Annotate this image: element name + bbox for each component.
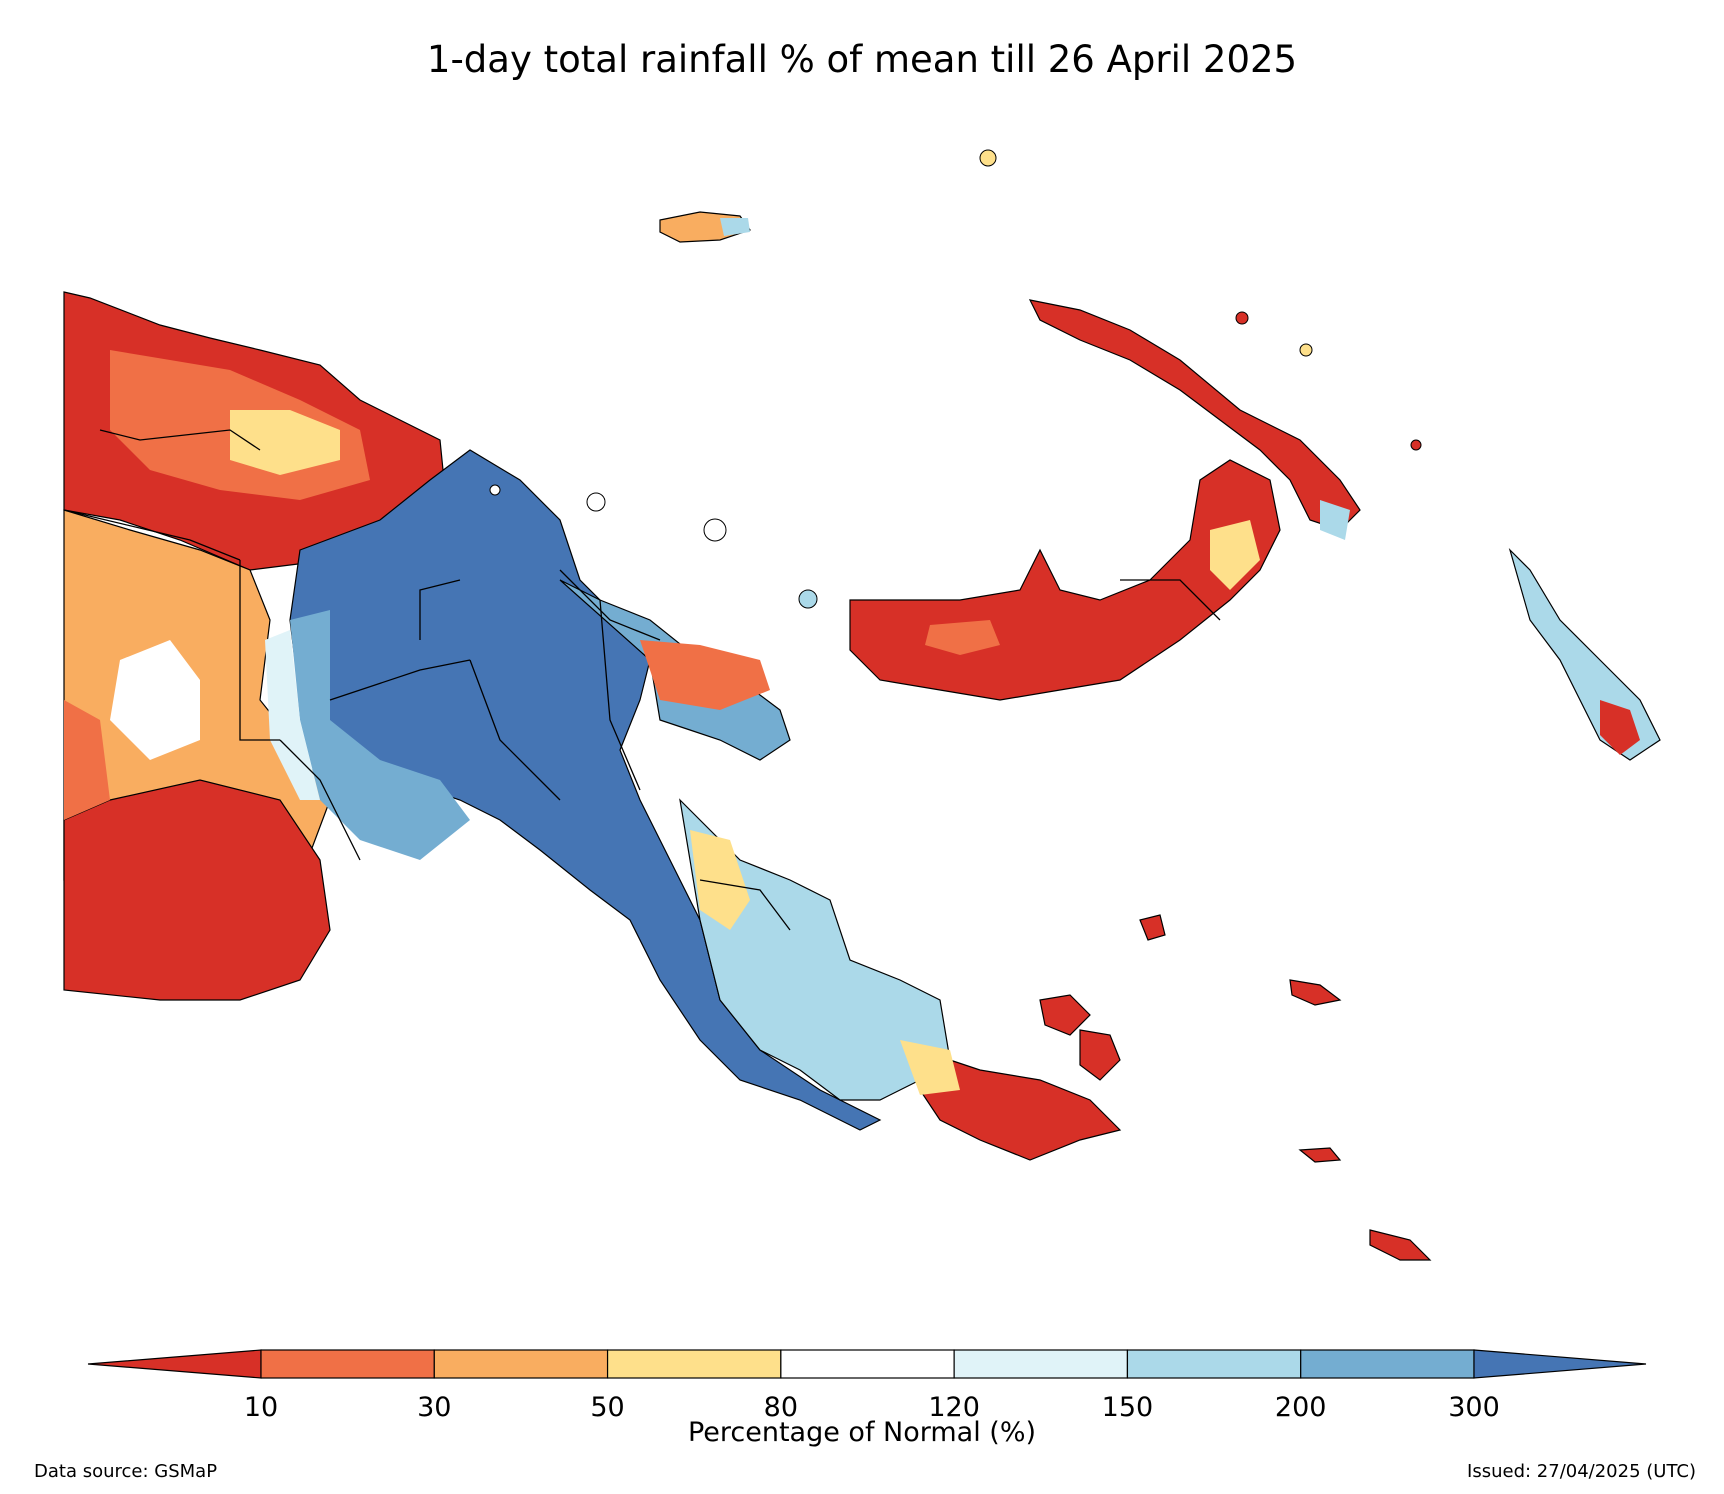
island-woodlark — [1289, 979, 1342, 1006]
small-islands — [489, 149, 1422, 609]
colorbar-swatch — [953, 1349, 1129, 1379]
region-peninsula-yellow — [690, 830, 750, 930]
colorbar-swatch — [780, 1349, 955, 1379]
issued-date: Issued: 27/04/2025 (UTC) — [1467, 1461, 1696, 1482]
rainfall-map — [63, 149, 1661, 1261]
region-new-ireland-pale — [1320, 500, 1350, 540]
colorbar-tick-label: 120 — [928, 1392, 980, 1423]
region-western-white — [110, 640, 200, 760]
region-western-orange-strip — [64, 700, 110, 820]
region-bougainville — [1508, 547, 1661, 761]
region-central-pale — [265, 630, 320, 800]
region-manus-blue — [720, 218, 750, 236]
data-source: Data source: GSMaP — [34, 1461, 218, 1482]
map-title: 1-day total rainfall % of mean till 26 A… — [426, 38, 1298, 81]
colorbar-tick-label: 150 — [1101, 1392, 1154, 1423]
region-new-britain — [849, 459, 1281, 701]
colorbar-tick-label: 30 — [417, 1392, 452, 1423]
region-central-light — [290, 610, 470, 860]
island-tagula — [1298, 1147, 1342, 1163]
region-southeast-yellow — [900, 1040, 960, 1095]
colorbar-tick-label: 50 — [590, 1392, 625, 1423]
region-new-ireland — [1028, 299, 1361, 531]
region-north-pale — [230, 410, 340, 475]
region-new-britain-east — [1210, 520, 1260, 590]
colorbar-swatch — [1126, 1349, 1302, 1379]
colorbar — [87, 1349, 1647, 1379]
region-central-highlands — [289, 449, 882, 1131]
colorbar-swatch — [606, 1349, 782, 1379]
island-rossel — [1369, 1229, 1432, 1261]
colorbar-tick-label: 10 — [243, 1392, 279, 1423]
colorbar-swatch — [1300, 1349, 1475, 1379]
colorbar-extend-high — [1473, 1349, 1647, 1379]
region-madang-red — [640, 640, 770, 710]
colorbar-swatch — [433, 1349, 609, 1379]
colorbar-swatch — [260, 1349, 435, 1379]
colorbar-tick-label: 300 — [1448, 1392, 1500, 1423]
colorbar-extend-low — [87, 1349, 262, 1379]
colorbar-tick-label: 200 — [1274, 1392, 1327, 1423]
island-d-entrecasteaux-1 — [1039, 994, 1091, 1036]
island-trobriand — [1139, 914, 1166, 941]
colorbar-label: Percentage of Normal (%) — [687, 1417, 1037, 1448]
region-western-south — [63, 779, 331, 1001]
island-d-entrecasteaux-2 — [1079, 1029, 1121, 1081]
province-borders — [63, 429, 1221, 931]
colorbar-tick-label: 80 — [763, 1392, 799, 1423]
region-southeast-tip — [919, 1049, 1122, 1161]
region-bougainville-red — [1600, 700, 1640, 755]
region-new-britain-orange — [925, 620, 1000, 655]
